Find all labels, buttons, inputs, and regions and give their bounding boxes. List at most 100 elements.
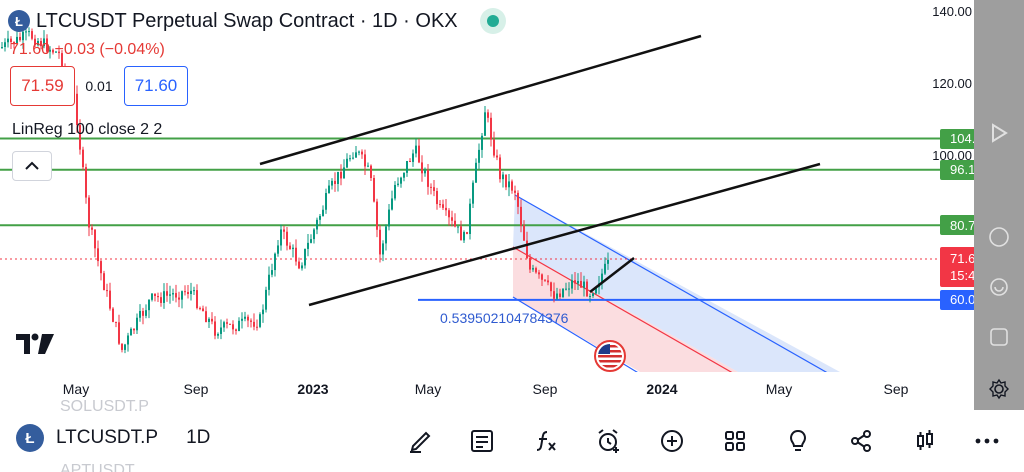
candle-body bbox=[94, 229, 96, 249]
candle-body bbox=[472, 182, 474, 204]
settings-gear-icon[interactable] bbox=[988, 378, 1010, 400]
candle-body bbox=[454, 220, 456, 227]
candle-body bbox=[304, 248, 306, 266]
candle-body bbox=[28, 31, 30, 33]
add-circle-icon[interactable] bbox=[657, 426, 687, 456]
candle-body bbox=[22, 31, 24, 41]
symbol-title[interactable]: LTCUSDT Perpetual Swap Contract · 1D · O… bbox=[36, 9, 458, 32]
candle-body bbox=[40, 40, 42, 47]
litecoin-icon: Ł bbox=[8, 10, 30, 32]
candle-body bbox=[157, 296, 159, 298]
candle-body bbox=[205, 311, 207, 323]
candle-body bbox=[280, 229, 282, 246]
price-axis[interactable]: 140.00 120.00 100.00 bbox=[932, 0, 974, 410]
candle-body bbox=[133, 328, 135, 331]
time-axis[interactable]: May Sep 2023 May Sep 2024 May Sep bbox=[0, 372, 974, 410]
candle-body bbox=[511, 181, 513, 191]
candle-body bbox=[448, 210, 450, 218]
candle-body bbox=[556, 293, 558, 299]
text-note-icon[interactable] bbox=[467, 426, 497, 456]
candle-body bbox=[223, 322, 225, 328]
buy-button[interactable]: 71.60 bbox=[124, 66, 188, 106]
candle-body bbox=[391, 198, 393, 210]
candle-body bbox=[583, 281, 585, 288]
candle-body bbox=[586, 281, 588, 297]
chart-area[interactable] bbox=[0, 0, 940, 372]
candle-body bbox=[91, 227, 93, 230]
layouts-grid-icon[interactable] bbox=[720, 426, 750, 456]
candle-body bbox=[370, 165, 372, 179]
magnet-icon[interactable] bbox=[988, 276, 1010, 298]
us-economic-event-icon[interactable] bbox=[594, 340, 626, 372]
candle-body bbox=[439, 204, 441, 206]
candle-body bbox=[571, 280, 573, 289]
candle-body bbox=[166, 291, 168, 296]
candle-body bbox=[295, 247, 297, 262]
indicator-legend[interactable]: LinReg 100 close 2 2 bbox=[12, 121, 163, 138]
candle-body bbox=[4, 42, 6, 47]
candle-body bbox=[19, 36, 21, 41]
prev-symbol-ghost: SOLUSDT.P bbox=[60, 398, 149, 415]
sell-button[interactable]: 71.59 bbox=[10, 66, 75, 106]
candle-body bbox=[124, 344, 126, 350]
symbol-selector[interactable]: Ł LTCUSDT.P 1D bbox=[16, 424, 210, 452]
candle-body bbox=[55, 51, 57, 53]
candle-body bbox=[178, 297, 180, 300]
candle-body bbox=[112, 308, 114, 322]
chart-type-candles-icon[interactable] bbox=[910, 426, 940, 456]
candle-body bbox=[538, 272, 540, 275]
fullscreen-icon[interactable] bbox=[988, 326, 1010, 348]
price-chart[interactable] bbox=[0, 0, 940, 372]
candle-body bbox=[376, 201, 378, 230]
candle-body bbox=[49, 49, 51, 52]
time-tick-label: May bbox=[414, 381, 442, 397]
candle-body bbox=[196, 290, 198, 309]
time-tick-label: Sep bbox=[183, 381, 209, 397]
candle-body bbox=[256, 326, 258, 328]
candle-body bbox=[265, 289, 267, 310]
candle-body bbox=[247, 316, 249, 321]
candle-body bbox=[277, 245, 279, 254]
candle-body bbox=[517, 192, 519, 207]
market-status-icon[interactable] bbox=[479, 8, 506, 34]
crosshair-circle-icon[interactable] bbox=[988, 226, 1010, 248]
candle-body bbox=[298, 261, 300, 269]
candle-body bbox=[169, 294, 171, 296]
linreg-lower-line bbox=[512, 296, 638, 372]
fib-level-label: 0.539502104784376 bbox=[440, 310, 569, 326]
chart-header: Ł LTCUSDT Perpetual Swap Contract · 1D ·… bbox=[8, 8, 506, 34]
candle-body bbox=[550, 282, 552, 292]
indicators-fx-icon[interactable] bbox=[531, 426, 561, 456]
candle-body bbox=[379, 229, 381, 255]
candle-body bbox=[208, 318, 210, 323]
draw-brush-icon[interactable] bbox=[406, 426, 436, 456]
ideas-bulb-icon[interactable] bbox=[783, 426, 813, 456]
candle-body bbox=[259, 314, 261, 327]
candle-body bbox=[142, 310, 144, 316]
collapse-legend-button[interactable] bbox=[12, 151, 52, 181]
candle-body bbox=[118, 322, 120, 344]
candle-body bbox=[316, 219, 318, 230]
candle-body bbox=[10, 38, 12, 42]
symbol-name[interactable]: LTCUSDT.P bbox=[56, 427, 159, 448]
candle-body bbox=[58, 51, 60, 54]
candle-body bbox=[502, 174, 504, 180]
candle-body bbox=[286, 231, 288, 246]
interval-selector[interactable]: 1D bbox=[186, 427, 211, 448]
candle-body bbox=[175, 293, 177, 298]
candle-body bbox=[220, 327, 222, 334]
alert-clock-icon[interactable] bbox=[594, 426, 624, 456]
more-dots-icon[interactable] bbox=[972, 426, 1002, 456]
candle-body bbox=[496, 155, 498, 158]
share-icon[interactable] bbox=[846, 426, 876, 456]
candle-body bbox=[442, 204, 444, 208]
trendline-short bbox=[589, 257, 635, 293]
candle-body bbox=[331, 180, 333, 186]
play-arrow-icon[interactable] bbox=[988, 122, 1010, 144]
candle-body bbox=[529, 258, 531, 270]
trendline-lower bbox=[308, 162, 821, 307]
time-tick-label: 2024 bbox=[646, 381, 678, 397]
candle-body bbox=[217, 333, 219, 336]
candle-body bbox=[460, 226, 462, 241]
candle-body bbox=[505, 174, 507, 188]
